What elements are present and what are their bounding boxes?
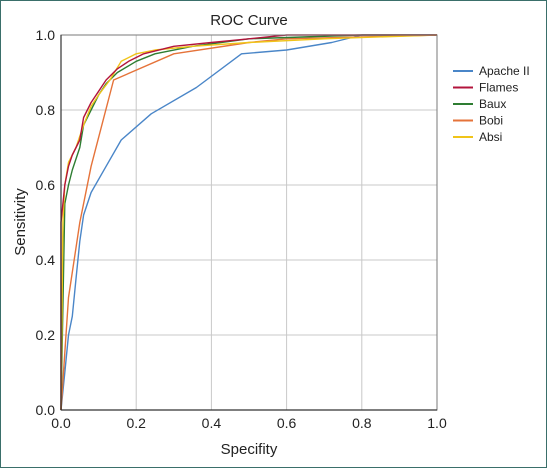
legend-label: Absi	[479, 130, 502, 144]
tick-labels: 0.0 0.2 0.4 0.6 0.8 1.0 0.0 0.2 0.4 0.6 0.8 1.0	[36, 27, 447, 431]
x-tick-label: 1.0	[427, 415, 447, 431]
grid	[61, 35, 437, 410]
chart-title: ROC Curve	[210, 12, 288, 29]
series-lines	[60, 34, 438, 411]
y-axis-label: Sensitivity	[12, 188, 29, 256]
y-tick-label: 0.4	[36, 252, 56, 268]
y-tick-label: 0.8	[36, 102, 56, 118]
legend-label: Flames	[479, 81, 518, 95]
y-tick-label: 0.2	[36, 327, 56, 343]
legend-label: Bobi	[479, 114, 503, 128]
legend: Apache II Flames Baux Bobi Absi	[453, 64, 530, 144]
x-tick-label: 0.4	[202, 415, 222, 431]
x-tick-label: 0.8	[352, 415, 372, 431]
x-tick-label: 0.6	[277, 415, 297, 431]
x-tick-label: 0.2	[126, 415, 146, 431]
x-tick-label: 0.0	[51, 415, 71, 431]
legend-label: Baux	[479, 97, 506, 111]
series-line-bobi	[60, 34, 438, 411]
y-tick-label: 0.6	[36, 177, 56, 193]
y-tick-label: 0.0	[36, 402, 56, 418]
x-axis-label: Specifity	[221, 441, 278, 458]
legend-label: Apache II	[479, 64, 530, 78]
plot-area	[61, 35, 437, 410]
axes	[60, 34, 438, 411]
series-line-flames	[60, 34, 437, 410]
series-line-apache-ii	[60, 34, 437, 411]
y-tick-label: 1.0	[36, 27, 56, 43]
